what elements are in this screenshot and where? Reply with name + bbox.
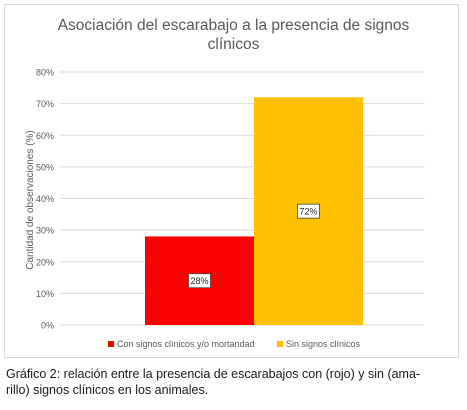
data-label: 72% [299,207,317,217]
y-tick-label: 80% [36,68,54,78]
legend-swatch [108,341,114,347]
caption-line-1: Gráfico 2: relación entre la presencia d… [6,367,421,381]
legend: Con signos clínicos y/o mortandad Sin sig… [108,339,361,349]
chart-title: Asociación del escarabajo a la presencia… [57,17,410,53]
y-tick-label: 0% [41,321,54,331]
data-label: 28% [190,276,208,286]
bars: 28% 72% [145,97,363,325]
figure-caption: Gráfico 2: relación entre la presencia d… [6,366,458,398]
legend-swatch [277,341,283,347]
y-tick-label: 70% [36,99,54,109]
data-label-box [297,203,320,219]
caption-line-2: rillo) signos clínicos en los animales. [6,383,209,397]
data-label-box [188,273,211,289]
y-axis-label: Cantidad de observaciones (%) [25,130,36,270]
gridlines [60,71,425,326]
y-axis-ticks: 0% 10% 20% 30% 40% 50% 60% 70% 80% [36,68,54,331]
y-tick-label: 60% [36,131,54,141]
y-tick-label: 40% [36,194,54,204]
y-tick-label: 50% [36,162,54,172]
y-tick-label: 10% [36,289,54,299]
y-tick-label: 30% [36,226,54,236]
legend-label: Con signos clínicos y/o mortandad [117,339,255,349]
legend-label: Sin signos clínicos [286,339,361,349]
bar-chart: 0% 10% 20% 30% 40% 50% 60% 70% 80% 28% 72% Con si… [25,68,425,349]
y-tick-label: 20% [36,257,54,267]
